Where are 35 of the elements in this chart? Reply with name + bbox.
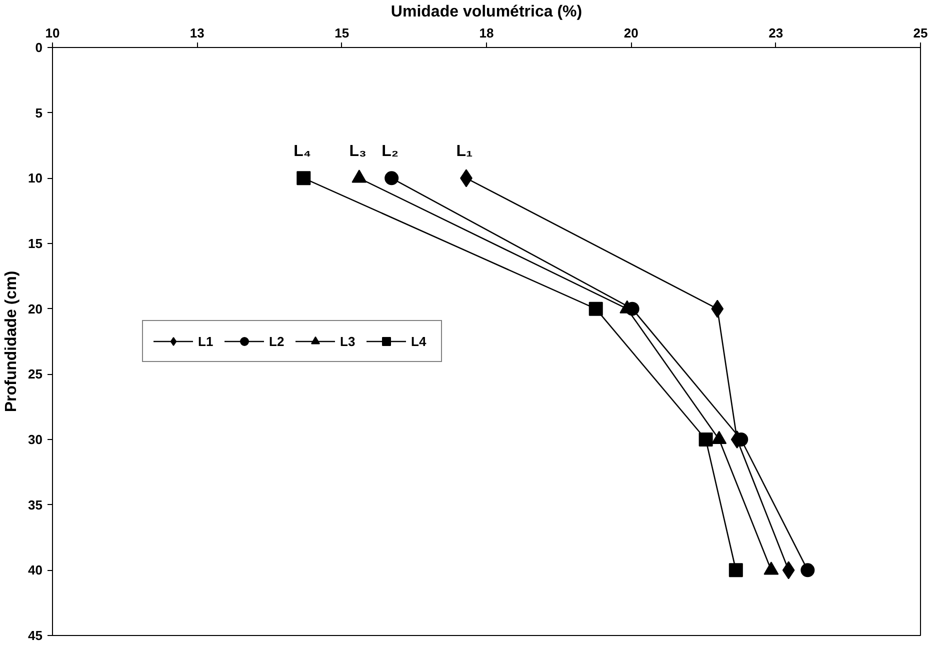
point	[800, 563, 815, 578]
point	[296, 171, 311, 186]
legend-label: L3	[340, 334, 356, 348]
y-tick-label: 45	[28, 628, 43, 643]
legend-label: L1	[198, 334, 214, 348]
y-tick-label: 20	[28, 301, 43, 316]
y-tick-label: 5	[35, 105, 43, 120]
legend-label: L2	[269, 334, 286, 348]
x-tick-label: 23	[768, 26, 784, 40]
x-tick-label: 15	[334, 26, 350, 40]
x-tick-label: 13	[190, 26, 204, 40]
y-tick-label: 15	[28, 236, 43, 251]
y-tick-label: 10	[28, 170, 43, 186]
point	[588, 302, 603, 316]
y-tick-label: 25	[28, 366, 43, 382]
legend-label: L4	[411, 334, 428, 348]
y-tick-label: 35	[28, 497, 43, 512]
x-tick-label: 10	[45, 26, 60, 40]
y-tick-label: 40	[28, 562, 43, 578]
x-tick-label: 18	[479, 26, 494, 40]
x-tick-label: 20	[624, 26, 638, 40]
annotation: L₂	[382, 143, 398, 160]
annotation: L₄	[294, 143, 312, 160]
annotation: L₁	[456, 143, 474, 160]
point	[698, 432, 713, 446]
annotation: L₃	[349, 143, 366, 160]
y-tick-label: 0	[35, 40, 43, 55]
y-axis-title: Profundidade (cm)	[3, 270, 20, 412]
point	[782, 561, 795, 580]
x-tick-label: 25	[913, 26, 928, 40]
y-tick-label: 30	[28, 432, 43, 447]
point	[728, 563, 743, 578]
x-axis-title: Umidade volumétrica (%)	[390, 4, 582, 20]
point	[711, 300, 724, 318]
point	[384, 171, 399, 186]
